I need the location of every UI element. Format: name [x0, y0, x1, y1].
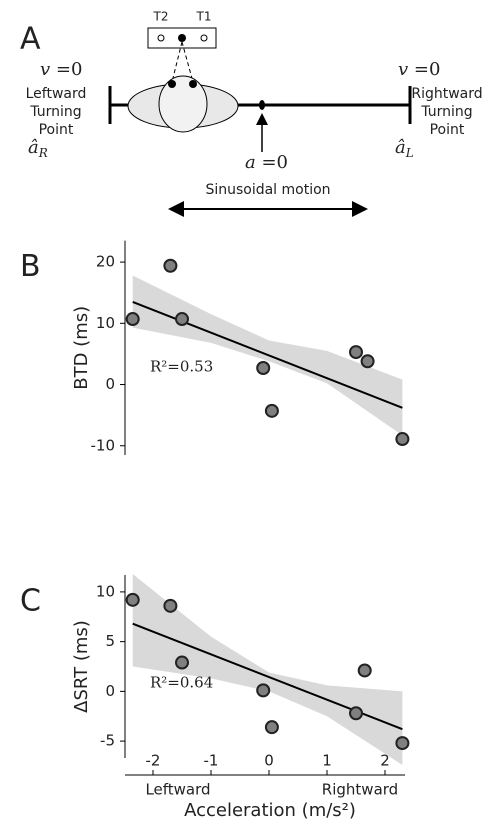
y-axis-label: BTD (ms)	[71, 306, 92, 390]
sensor	[178, 34, 186, 42]
y-tick-label: 0	[105, 375, 115, 393]
panel-letter: A	[20, 22, 41, 57]
accel-label: âL	[395, 137, 414, 160]
turning-label: Point	[39, 122, 74, 138]
velocity-label: v =0	[40, 59, 82, 80]
y-tick-label: 5	[105, 632, 115, 650]
x-tick-label: -2	[146, 752, 161, 770]
point	[256, 361, 271, 376]
y-tick-label: 20	[96, 253, 115, 271]
y-tick-label: 10	[96, 582, 115, 600]
point	[256, 683, 271, 698]
x-tick-label: 2	[380, 752, 390, 770]
turning-label: Turning	[420, 104, 472, 120]
annotation: R²=0.64	[150, 674, 213, 692]
panel-letter: C	[20, 584, 41, 619]
confidence-band	[132, 573, 403, 765]
sensor	[168, 80, 176, 88]
point	[349, 706, 363, 721]
panel-letter: B	[20, 249, 41, 284]
y-tick-label: 10	[96, 314, 115, 332]
x-side-label: Leftward	[145, 781, 210, 799]
point	[163, 598, 178, 613]
point	[264, 403, 279, 418]
point	[125, 592, 140, 607]
point	[349, 345, 363, 360]
sensor	[189, 80, 197, 88]
x-tick-label: 0	[264, 752, 274, 770]
velocity-label: v =0	[398, 59, 440, 80]
point	[125, 312, 140, 327]
sensor-label: T1	[196, 10, 212, 24]
turning-label: Turning	[29, 104, 81, 120]
panel-a: A T2 T1 v =0 v =0 âR âL a =0 Sinusoidal …	[20, 10, 440, 217]
point	[175, 655, 189, 670]
point	[264, 720, 279, 735]
sensor	[200, 34, 208, 42]
accel-label: âR	[28, 137, 48, 160]
turning-label: Leftward	[26, 86, 87, 102]
point	[163, 258, 178, 273]
y-tick-label: 0	[105, 682, 115, 700]
y-tick-label: -5	[100, 732, 115, 750]
sensor-label: T2	[153, 10, 169, 24]
point	[175, 312, 189, 327]
sensor	[157, 34, 165, 42]
turning-label: Point	[430, 122, 465, 138]
y-axis-label: ΔSRT (ms)	[71, 620, 92, 713]
x-axis-label: Acceleration (m/s²)	[184, 800, 356, 821]
y-tick-label: -10	[91, 436, 116, 454]
x-tick-label: 1	[322, 752, 332, 770]
x-tick-label: -1	[204, 752, 219, 770]
accel-label: a =0	[245, 152, 288, 173]
point	[357, 663, 372, 678]
motion-label: Sinusoidal motion	[205, 182, 330, 198]
x-side-label: Rightward	[322, 781, 398, 799]
center	[259, 100, 265, 110]
point	[395, 736, 410, 751]
head	[158, 75, 208, 133]
point	[395, 432, 410, 447]
point	[360, 354, 375, 369]
turning-label: Rightward	[411, 86, 482, 102]
annotation: R²=0.53	[150, 358, 213, 376]
